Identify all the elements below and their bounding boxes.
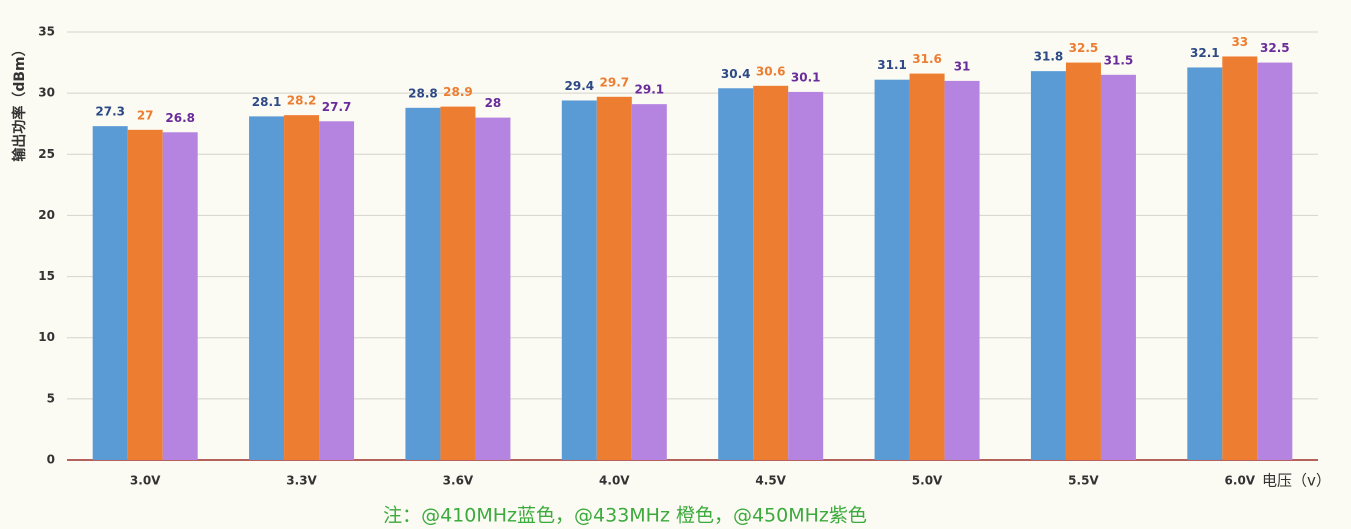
bar (1065, 62, 1101, 460)
x-tick-label: 3.6V (443, 474, 474, 488)
data-label: 26.8 (165, 111, 195, 125)
data-label: 29.7 (600, 75, 630, 89)
data-label: 33 (1231, 35, 1248, 49)
bar (561, 100, 597, 460)
data-label: 28 (485, 96, 502, 110)
y-tick-label: 10 (38, 330, 55, 344)
x-tick-label: 3.0V (130, 474, 161, 488)
bar (1222, 56, 1258, 460)
data-label: 30.6 (756, 64, 786, 78)
bar (249, 116, 285, 461)
y-tick-label: 35 (38, 25, 55, 39)
data-label: 27 (137, 108, 154, 122)
data-label: 27.3 (95, 105, 125, 119)
data-label: 32.5 (1069, 41, 1099, 55)
data-label: 31.5 (1104, 53, 1134, 67)
y-tick-label: 5 (47, 391, 55, 405)
bar (127, 129, 163, 461)
bar (909, 73, 945, 460)
bar (1030, 71, 1066, 460)
x-tick-label: 4.0V (599, 474, 630, 488)
bar (92, 126, 128, 460)
y-tick-label: 15 (38, 269, 55, 283)
bar (718, 88, 754, 460)
bar (788, 91, 824, 461)
bar (162, 132, 198, 460)
bar (284, 115, 320, 460)
data-label: 29.1 (635, 83, 665, 97)
y-tick-label: 0 (47, 453, 55, 467)
y-tick-label: 20 (38, 208, 55, 222)
data-label: 31.8 (1034, 50, 1064, 64)
note: 注：@410MHz蓝色，@433MHz 橙色，@450MHz紫色 (383, 505, 867, 527)
data-label: 30.4 (721, 67, 751, 81)
y-axis-title: 输出功率（dBm） (11, 42, 28, 161)
y-tick-label: 25 (38, 147, 55, 161)
x-tick-label: 6.0V (1225, 474, 1256, 488)
data-label: 32.5 (1260, 41, 1290, 55)
bar (753, 85, 789, 460)
data-label: 28.8 (408, 86, 438, 100)
data-label: 31.6 (912, 52, 942, 66)
data-label: 31 (954, 59, 971, 73)
y-tick-label: 30 (38, 86, 55, 100)
x-tick-label: 5.0V (912, 474, 943, 488)
x-tick-label: 4.5V (755, 474, 786, 488)
data-label: 28.9 (443, 85, 473, 99)
bar (405, 107, 441, 461)
data-label: 31.1 (877, 58, 907, 72)
bar (944, 80, 980, 461)
bar (1187, 67, 1223, 460)
data-label: 32.1 (1190, 46, 1220, 60)
x-tick-label: 3.3V (286, 474, 317, 488)
bar (631, 104, 667, 461)
x-axis-title: 电压（v） (1262, 472, 1331, 490)
data-label: 27.7 (322, 100, 352, 114)
data-label: 29.4 (565, 79, 595, 93)
bar (1257, 62, 1293, 460)
data-label: 28.1 (252, 95, 282, 109)
bar (475, 117, 511, 460)
bar (874, 79, 910, 460)
bar (319, 121, 355, 461)
data-label: 30.1 (791, 70, 821, 84)
data-label: 28.2 (287, 94, 317, 108)
bar (440, 106, 476, 460)
bar (1100, 74, 1136, 461)
bar (596, 96, 632, 460)
x-tick-label: 5.5V (1068, 474, 1099, 488)
